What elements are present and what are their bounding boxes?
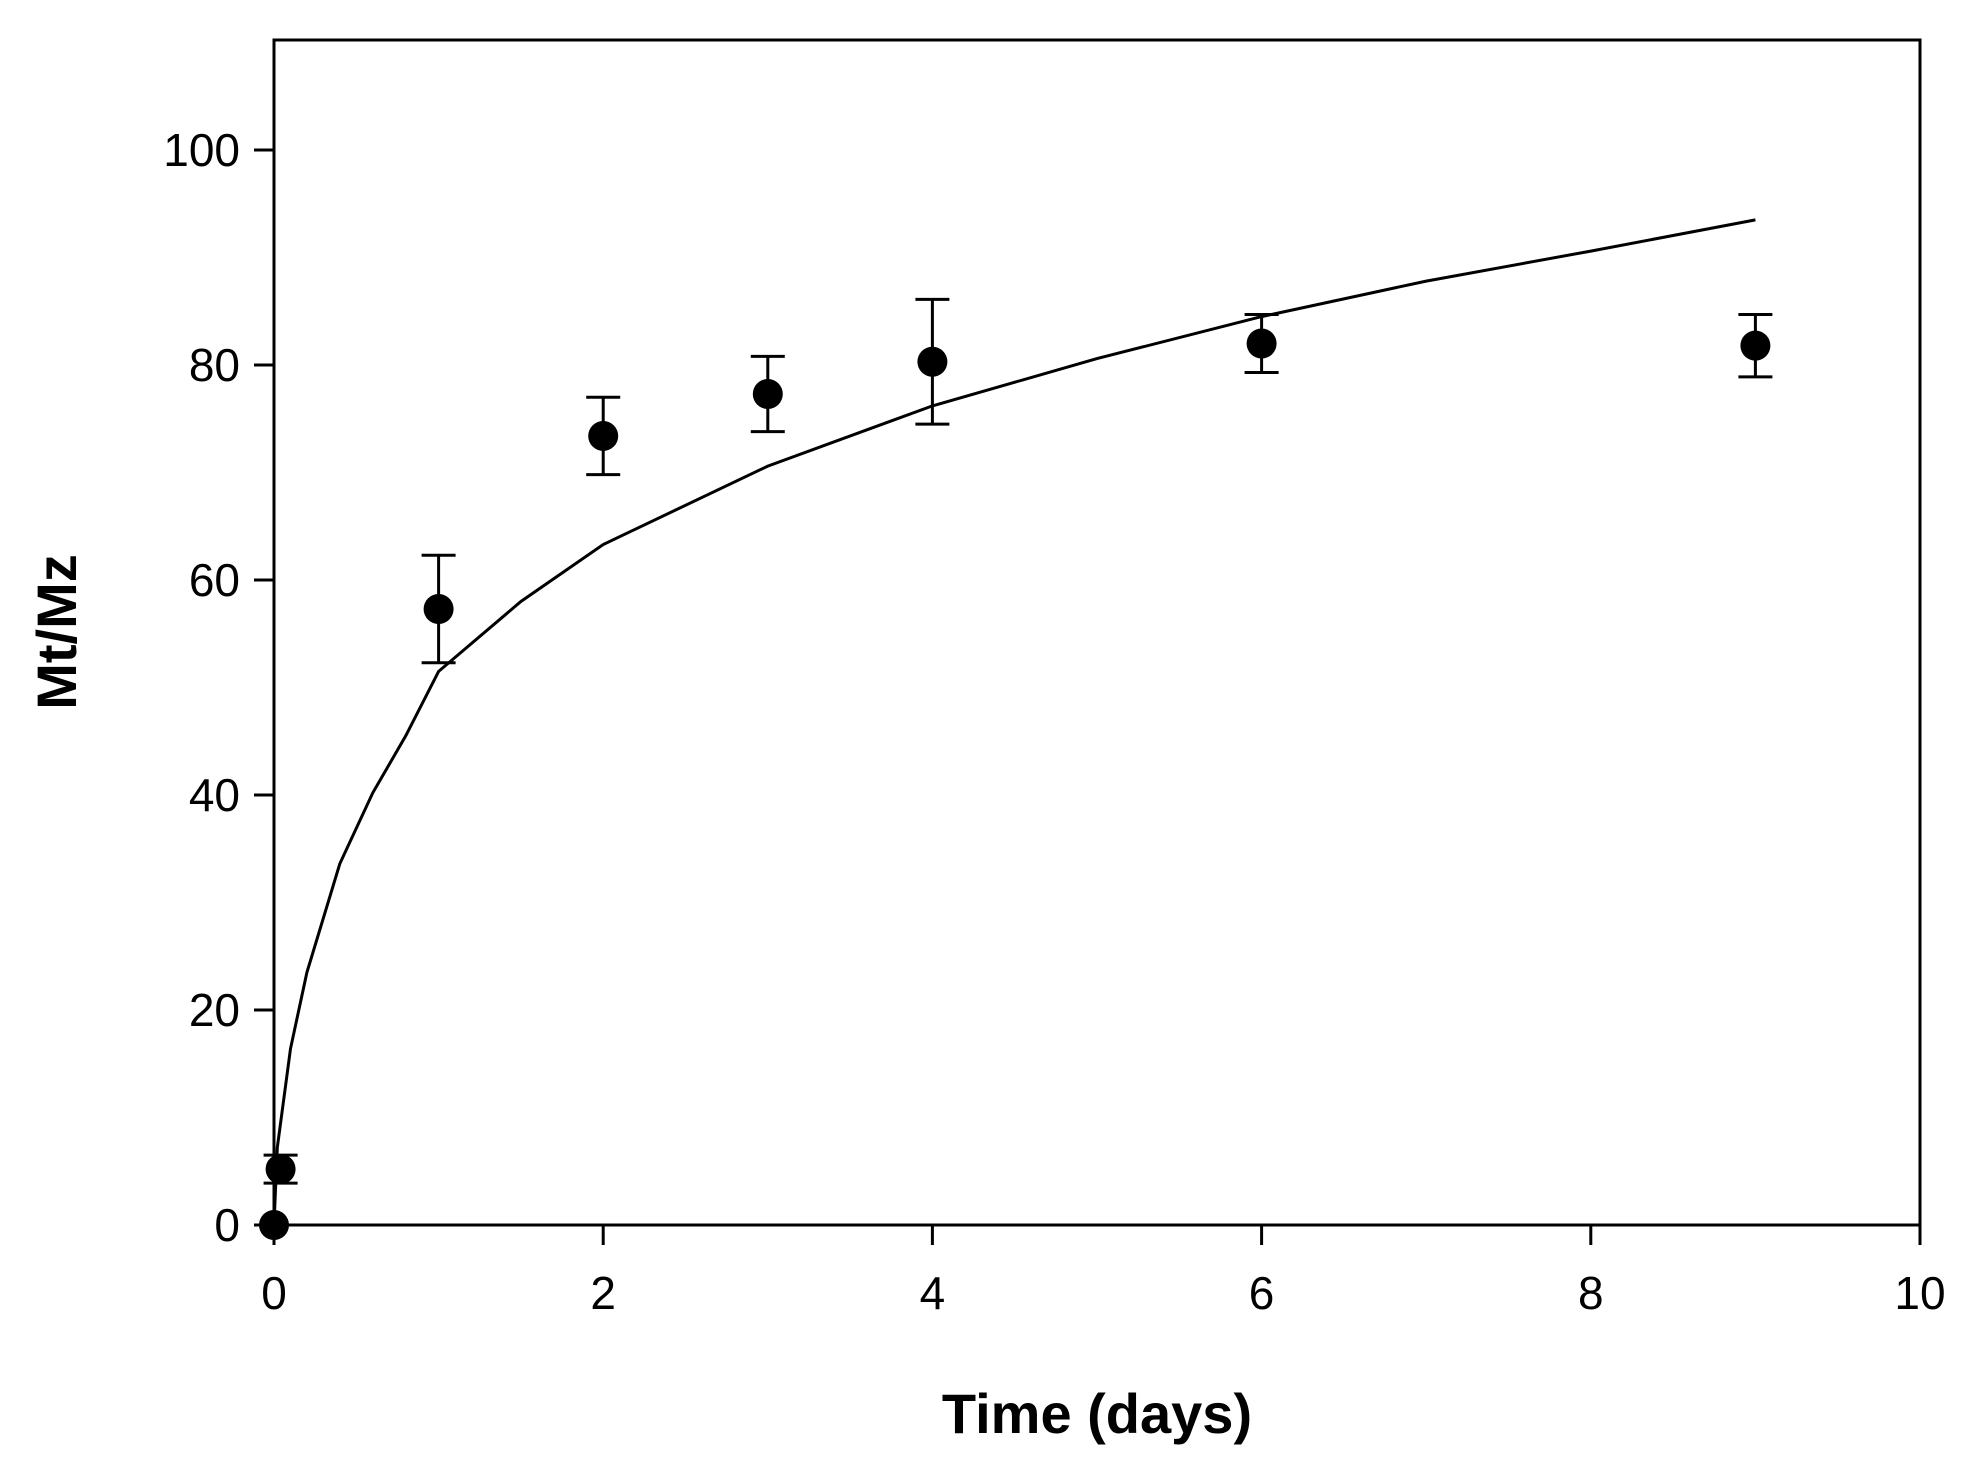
data-point-marker [1246,328,1277,359]
y-tick-label-40: 40 [189,769,240,821]
x-tick-label-2: 2 [590,1267,616,1319]
data-point-marker [752,379,783,410]
plot-frame [272,38,1922,1227]
data-point-marker [423,594,454,625]
data-point-2 [421,553,456,665]
data-point-0 [259,1210,289,1240]
y-tick-label-100: 100 [163,124,240,176]
data-points [259,297,1773,1240]
data-point-marker [259,1210,289,1240]
data-point-marker [588,420,619,451]
data-point-3 [586,395,621,477]
data-point-1 [263,1153,298,1185]
y-tick-label-20: 20 [189,984,240,1036]
x-axis-ticks: 0 2 4 6 8 10 [261,1225,1946,1319]
x-tick-label-0: 0 [261,1267,287,1319]
data-point-6 [1244,312,1279,375]
x-axis-title: Time (days) [942,1382,1252,1445]
data-point-4 [750,354,785,434]
y-tick-label-0: 0 [214,1199,240,1251]
data-point-marker [265,1154,296,1185]
x-tick-label-8: 8 [1578,1267,1604,1319]
y-tick-label-60: 60 [189,554,240,606]
data-point-7 [1738,312,1773,379]
data-point-5 [915,297,950,426]
y-axis-title: Mt/Mz [25,554,88,710]
data-point-marker [1740,330,1771,361]
data-point-marker [917,346,948,377]
fit-curve [272,218,1756,1226]
x-tick-label-4: 4 [920,1267,946,1319]
y-tick-label-80: 80 [189,339,240,391]
y-axis-ticks: 0 20 40 60 80 100 [163,124,274,1251]
x-tick-label-10: 10 [1894,1267,1945,1319]
x-tick-label-6: 6 [1249,1267,1275,1319]
